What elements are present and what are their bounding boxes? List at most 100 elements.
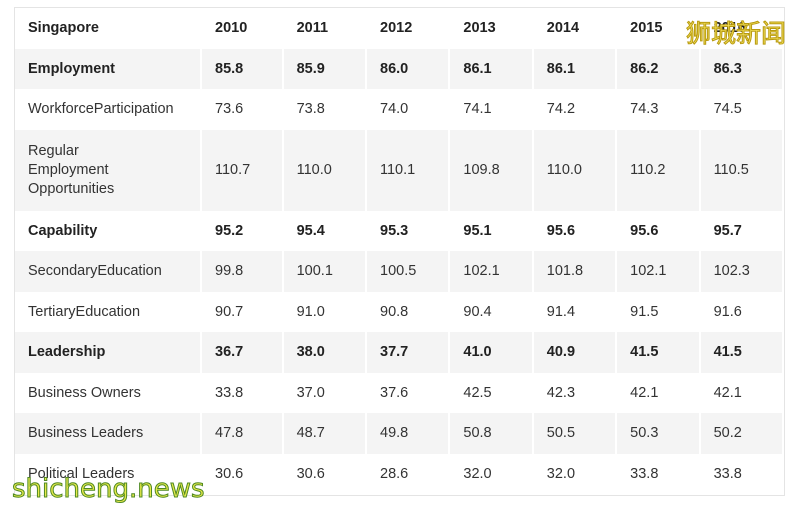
table-row: Business Owners 33.8 37.0 37.6 42.5 42.3 42.1 4…	[15, 373, 782, 414]
cell: 73.6	[215, 101, 244, 118]
header-cell: 2011	[296, 20, 329, 37]
cell: 90.4	[463, 303, 492, 320]
data-table: Singapore 2010 2011 2012 2013 2014 2015 2016 Emp…	[15, 8, 784, 495]
cell: 36.7	[202, 332, 282, 373]
cell: 37.0	[296, 384, 325, 401]
cell: 95.2	[215, 222, 244, 239]
cell: 74.2	[546, 101, 576, 118]
cell: 90.7	[215, 303, 244, 320]
cell: 41.5	[700, 332, 782, 373]
cell: 95.1	[463, 222, 492, 239]
row-label: Regular Employment Opportunities	[15, 129, 200, 211]
cell: 95.4	[296, 222, 325, 239]
cell: 85.9	[283, 48, 365, 89]
row-label: Capability	[28, 222, 98, 239]
cell: 86.2	[617, 48, 699, 89]
row-label: Business Leaders	[15, 413, 200, 454]
cell: 74.1	[463, 101, 492, 118]
header-cell: 2013	[463, 20, 496, 37]
cell: 41.0	[450, 332, 532, 373]
cell: 110.7	[202, 129, 282, 211]
cell: 90.8	[380, 303, 409, 320]
cell: 50.8	[450, 413, 532, 454]
cell: 37.7	[367, 332, 449, 373]
row-label: Leadership	[15, 332, 200, 373]
cell: 74.0	[380, 101, 409, 118]
row-label: Employment	[15, 48, 200, 89]
cell: 50.3	[617, 413, 699, 454]
cell: 110.2	[617, 129, 699, 211]
table-row: Regular Employment Opportunities 110.7 110…	[15, 129, 782, 211]
cell: 28.6	[380, 465, 409, 482]
header-cell: 2016	[713, 20, 746, 37]
watermark: shicheng.news	[12, 474, 206, 505]
cell: 48.7	[283, 413, 365, 454]
cell: 33.8	[215, 384, 244, 401]
cell: 42.1	[630, 384, 659, 401]
cell: 91.6	[713, 303, 742, 320]
row-label: Political Leaders	[28, 465, 135, 482]
row-label: SecondaryEducation	[15, 251, 200, 292]
cell: 95.7	[713, 222, 742, 239]
table-frame: Singapore 2010 2011 2012 2013 2014 2015 2016 Emp…	[14, 7, 785, 496]
header-row: Singapore 2010 2011 2012 2013 2014 2015 2016	[15, 8, 782, 49]
watermark: 狮城新闻	[685, 19, 786, 49]
header-cell: Singapore	[28, 20, 99, 37]
cell: 110.0	[283, 129, 365, 211]
cell: 47.8	[202, 413, 282, 454]
cell: 91.0	[296, 303, 325, 320]
row-label: TertiaryEducation	[28, 303, 141, 320]
cell: 95.6	[630, 222, 659, 239]
cell: 101.8	[533, 251, 616, 292]
table-row: Leadership 36.7 38.0 37.7 41.0 40.9 41.5 41.5	[15, 332, 782, 373]
cell: 102.1	[450, 251, 532, 292]
header-cell: 2010	[215, 20, 248, 37]
cell: 86.3	[700, 48, 782, 89]
cell: 86.1	[533, 48, 616, 89]
cell: 30.6	[215, 465, 244, 482]
cell: 33.8	[713, 465, 742, 482]
cell: 33.8	[630, 465, 659, 482]
cell: 86.0	[367, 48, 449, 89]
cell: 74.5	[713, 101, 742, 118]
cell: 38.0	[283, 332, 365, 373]
header-cell: 2012	[380, 20, 413, 37]
cell: 32.0	[463, 465, 492, 482]
table-row: Political Leaders 30.6 30.6 28.6 32.0 32.0 33.…	[15, 454, 782, 495]
cell: 86.1	[450, 48, 532, 89]
cell: 110.5	[700, 129, 782, 211]
cell: 102.1	[617, 251, 699, 292]
cell: 50.2	[700, 413, 782, 454]
cell: 49.8	[367, 413, 449, 454]
cell: 99.8	[202, 251, 282, 292]
cell: 110.0	[533, 129, 616, 211]
cell: 91.4	[546, 303, 576, 320]
row-label: WorkforceParticipation	[28, 101, 174, 118]
header-cell: 2014	[546, 20, 580, 37]
header-cell: 2015	[630, 20, 663, 37]
cell: 42.5	[463, 384, 492, 401]
cell: 32.0	[546, 465, 576, 482]
cell: 73.8	[296, 101, 325, 118]
cell: 50.5	[533, 413, 616, 454]
cell: 40.9	[533, 332, 616, 373]
cell: 74.3	[630, 101, 659, 118]
table-row: Employment 85.8 85.9 86.0 86.1 86.1 86.2 86.3	[15, 48, 782, 89]
cell: 95.3	[380, 222, 409, 239]
table-row: TertiaryEducation 90.7 91.0 90.8 90.4 91.4 91.…	[15, 292, 782, 333]
cell: 109.8	[450, 129, 532, 211]
table-row: Capability 95.2 95.4 95.3 95.1 95.6 95.6 95.7	[15, 211, 782, 252]
row-label: Business Owners	[28, 384, 141, 401]
cell: 100.1	[283, 251, 365, 292]
cell: 37.6	[380, 384, 409, 401]
cell: 30.6	[296, 465, 325, 482]
cell: 42.3	[546, 384, 576, 401]
cell: 95.6	[546, 222, 576, 239]
cell: 42.1	[713, 384, 742, 401]
table-row: Business Leaders 47.8 48.7 49.8 50.8 50.5 50.3…	[15, 413, 782, 454]
cell: 91.5	[630, 303, 659, 320]
table-row: SecondaryEducation 99.8 100.1 100.5 102.1 101…	[15, 251, 782, 292]
cell: 110.1	[367, 129, 449, 211]
cell: 85.8	[202, 48, 282, 89]
